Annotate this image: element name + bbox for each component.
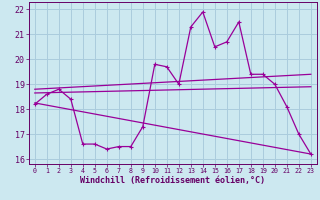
X-axis label: Windchill (Refroidissement éolien,°C): Windchill (Refroidissement éolien,°C) — [80, 176, 265, 185]
